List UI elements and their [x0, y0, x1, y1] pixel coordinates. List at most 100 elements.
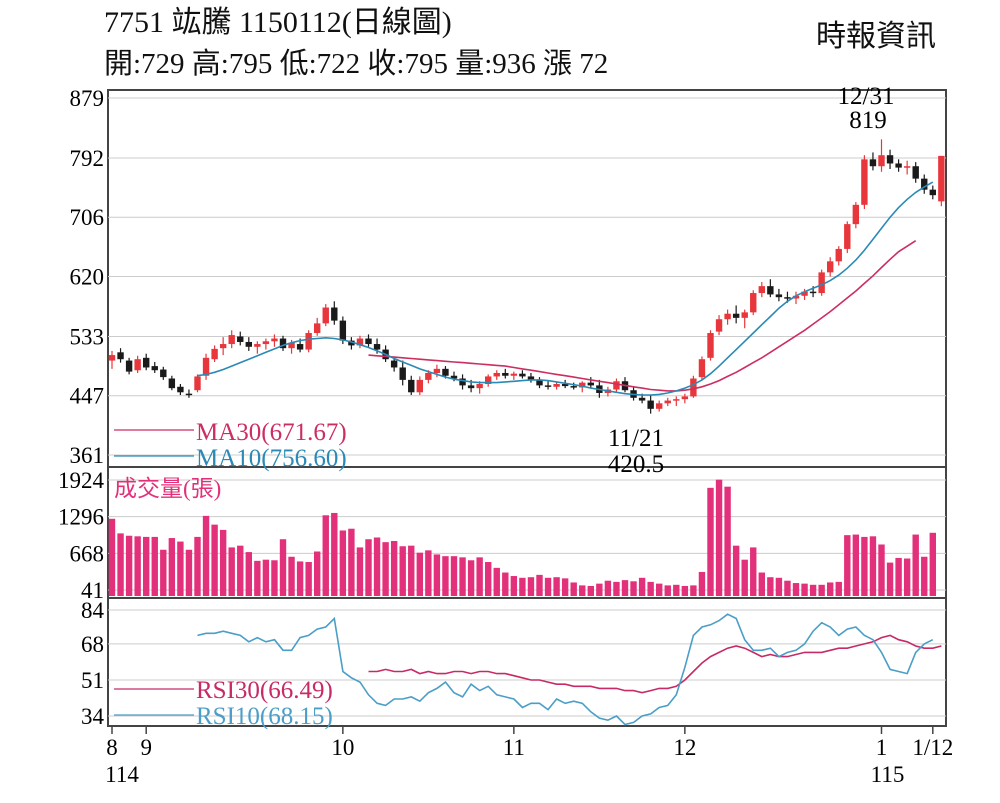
- volume-bar: [724, 486, 731, 596]
- volume-bar: [767, 577, 774, 596]
- volume-bar: [613, 581, 620, 596]
- price-tick-label: 706: [70, 205, 105, 230]
- candle-body: [715, 319, 723, 332]
- candlestick-series: [108, 139, 945, 414]
- candle-body: [493, 372, 500, 377]
- volume-bar: [279, 539, 287, 596]
- volume-bar: [425, 550, 432, 596]
- volume-bar: [647, 581, 654, 596]
- candle-body: [673, 399, 680, 401]
- candle-body: [365, 338, 372, 345]
- candle-body: [202, 357, 210, 376]
- volume-bar: [801, 583, 808, 596]
- rsi10-line: [197, 613, 934, 726]
- candle-body: [425, 372, 432, 380]
- volume-bar: [886, 562, 894, 596]
- rsi-tick-label: 84: [81, 598, 105, 623]
- volume-bar: [596, 583, 603, 596]
- volume-bar: [758, 572, 765, 596]
- candle-body: [750, 293, 757, 313]
- volume-bar: [681, 585, 689, 596]
- month-label: 12: [673, 735, 696, 760]
- volume-bar: [732, 545, 740, 596]
- volume-bar: [656, 583, 663, 596]
- candle-body: [895, 163, 902, 168]
- volume-bar: [844, 535, 851, 596]
- candle-body: [519, 373, 526, 377]
- month-label: 9: [140, 735, 152, 760]
- volume-bar: [827, 582, 834, 596]
- candle-body: [160, 369, 167, 378]
- year-label: 115: [871, 762, 905, 787]
- volume-bar: [553, 577, 560, 596]
- candle-body: [442, 368, 449, 376]
- candle-body: [938, 155, 945, 202]
- price-tick-label: 879: [70, 86, 105, 111]
- volume-bar: [108, 518, 116, 596]
- candle-body: [450, 375, 458, 379]
- volume-bar: [835, 581, 842, 596]
- volume-bar: [390, 540, 398, 596]
- volume-bar: [254, 560, 261, 596]
- volume-bar: [373, 537, 381, 596]
- candle-body: [467, 385, 475, 389]
- volume-bar: [852, 534, 860, 596]
- moving-average-lines: [197, 181, 934, 396]
- rsi-tick-label: 34: [81, 704, 105, 729]
- volume-panel-label: 成交量(張): [114, 476, 221, 501]
- candle-body: [339, 320, 347, 341]
- volume-bar: [416, 552, 423, 596]
- volume-bar: [202, 515, 210, 596]
- volume-bar: [698, 571, 706, 596]
- volume-bar: [784, 580, 791, 596]
- candle-body: [177, 386, 184, 393]
- volume-bar: [536, 574, 543, 596]
- chart-title: 7751 竑騰 1150112(日線圖): [104, 6, 452, 39]
- rsi-lines: [197, 613, 942, 726]
- volume-bar: [527, 577, 535, 596]
- month-label: 1/12: [912, 735, 953, 760]
- month-label: 8: [106, 735, 118, 760]
- candle-body: [587, 382, 594, 386]
- low-value-annotation: 420.5: [608, 451, 664, 478]
- candle-body: [416, 379, 423, 393]
- volume-tick-label: 41: [81, 578, 104, 603]
- price-tick-label: 533: [70, 324, 105, 349]
- ma10-line: [197, 181, 934, 396]
- volume-bar: [314, 551, 321, 596]
- volume-bar: [408, 545, 415, 596]
- volume-tick-label: 1296: [58, 505, 104, 530]
- ma30-line: [368, 240, 917, 392]
- volume-bar: [570, 582, 577, 596]
- candle-body: [254, 344, 261, 347]
- candle-body: [459, 378, 466, 386]
- candle-body: [348, 340, 355, 346]
- candle-body: [279, 338, 287, 349]
- volume-bar: [177, 541, 184, 596]
- ma10-legend-label: MA10(756.60): [196, 445, 347, 472]
- candle-body: [527, 376, 535, 380]
- volume-bar: [707, 487, 714, 596]
- candle-body: [373, 344, 381, 350]
- volume-bar: [322, 515, 329, 596]
- volume-bar: [485, 562, 492, 596]
- price-tick-label: 620: [70, 265, 105, 290]
- candle-body: [262, 341, 270, 345]
- volume-bar: [809, 584, 817, 596]
- candle-body: [553, 384, 560, 387]
- volume-bar: [621, 580, 629, 596]
- candle-body: [656, 403, 663, 409]
- volume-bar: [331, 512, 338, 596]
- month-label: 1: [876, 735, 888, 760]
- volume-bar: [262, 559, 270, 596]
- volume-bar: [305, 562, 312, 596]
- candle-body: [502, 372, 509, 376]
- volume-bar: [134, 536, 141, 596]
- candle-body: [134, 359, 141, 371]
- candle-body: [108, 355, 116, 361]
- month-label: 10: [331, 735, 354, 760]
- candle-body: [237, 336, 244, 342]
- volume-bar: [579, 585, 586, 596]
- volume-bar: [878, 544, 885, 596]
- candle-body: [613, 381, 620, 390]
